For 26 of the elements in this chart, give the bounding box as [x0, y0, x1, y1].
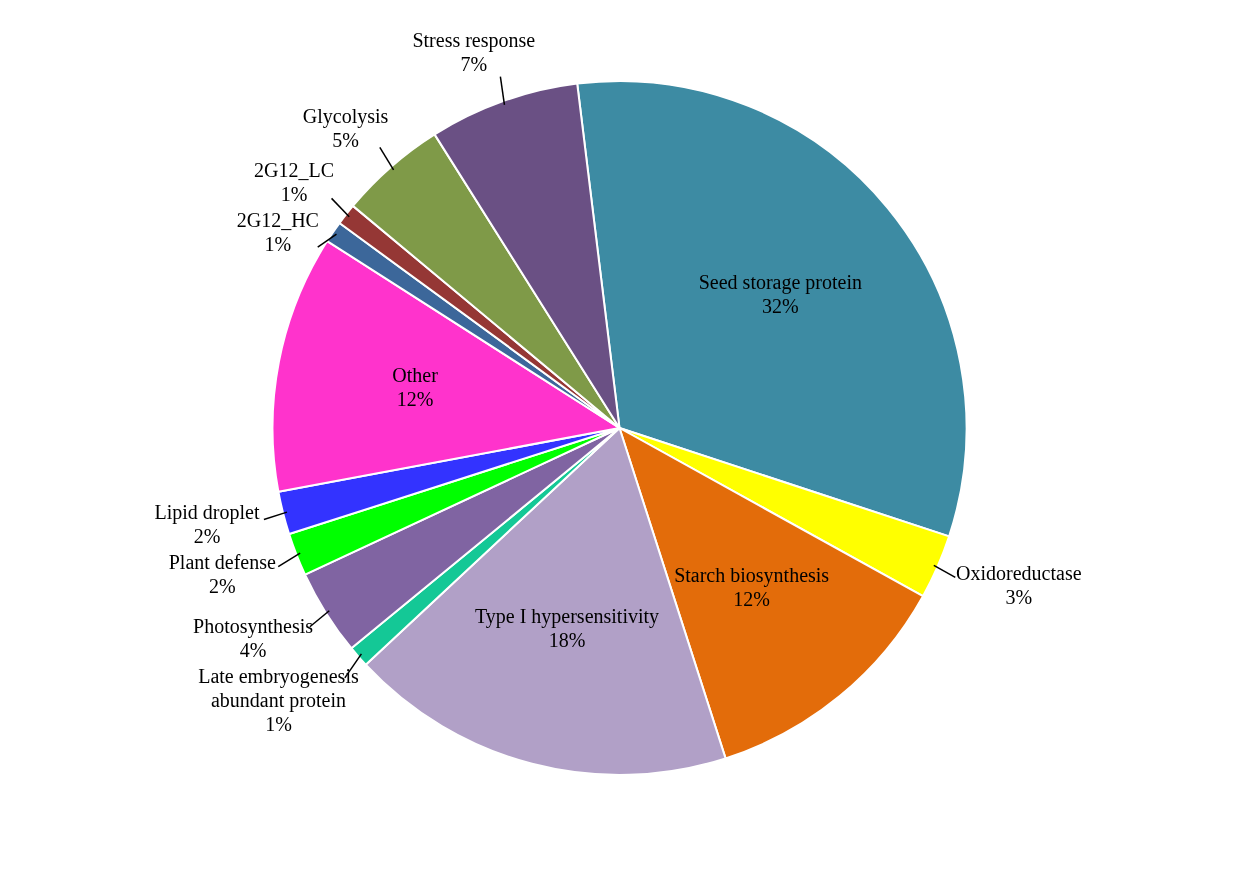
slice-label: Late embryogenesis abundant protein	[198, 664, 359, 712]
slice-label: Other	[392, 363, 439, 386]
data-label: 5%	[332, 128, 359, 151]
data-label: 2%	[208, 574, 236, 597]
slice-label: 2G12_HC	[236, 208, 319, 231]
slice-label: 2G12_LC	[254, 158, 335, 181]
slice-label: Lipid droplet	[154, 500, 260, 524]
data-label: 18%	[548, 628, 586, 651]
slice-label: Starch biosynthesis	[674, 564, 830, 588]
data-label: 1%	[280, 182, 308, 205]
data-label: 2%	[193, 524, 221, 547]
slice-label: Stress response	[412, 29, 536, 53]
data-label: 1%	[264, 232, 292, 255]
data-label: 1%	[265, 712, 292, 735]
slice-label: Photosynthesis	[193, 614, 314, 638]
slice-label: Type I hypersensitivity	[474, 604, 660, 628]
slice-label: Oxidoreductase	[956, 562, 1082, 585]
data-label: 12%	[396, 387, 434, 410]
data-label: 12%	[733, 588, 770, 611]
data-label: 7%	[460, 53, 488, 76]
slice-label: Glycolysis	[302, 104, 389, 128]
data-label: 3%	[1005, 586, 1033, 609]
data-label: 4%	[239, 638, 267, 661]
slice-label: Plant defense	[168, 550, 277, 573]
data-label: 32%	[762, 295, 799, 318]
slice-label: Seed storage protein	[698, 271, 863, 295]
